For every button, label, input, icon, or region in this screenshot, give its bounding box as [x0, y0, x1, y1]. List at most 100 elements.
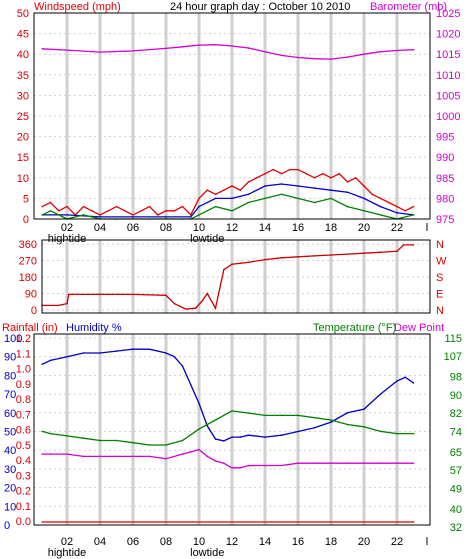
temperature-tick-label: 107	[444, 351, 462, 363]
data-point	[181, 453, 184, 455]
data-point	[264, 172, 266, 175]
data-point	[338, 172, 341, 175]
data-point	[297, 430, 299, 433]
data-point	[379, 50, 382, 53]
data-point	[330, 177, 332, 179]
data-point	[115, 205, 118, 208]
data-point	[330, 197, 332, 200]
temperature-tick-label: 40	[450, 504, 462, 516]
humidity-tick-label: 90	[4, 352, 16, 364]
humidity-tick-label: 20	[4, 483, 16, 495]
series-line-wind-gust	[42, 168, 414, 216]
data-point	[396, 205, 398, 208]
data-point	[49, 453, 52, 455]
data-point	[379, 430, 382, 433]
rainfall-tick-label: 0.5	[16, 440, 31, 452]
data-point	[297, 185, 299, 187]
data-point	[41, 48, 44, 50]
temperature-tick-label: 74	[450, 426, 462, 438]
data-point	[206, 425, 209, 427]
series-line-temperature	[42, 410, 414, 446]
panel-3-series	[41, 348, 415, 523]
data-point	[379, 214, 382, 216]
data-point	[264, 464, 266, 467]
temperature-axis-label: Temperature (°F)	[313, 322, 396, 334]
data-point	[231, 185, 233, 187]
humidity-tick-label: 80	[4, 370, 16, 382]
data-point	[198, 214, 200, 216]
hour-tick-label: 06	[127, 222, 139, 234]
hour-tick-label: 20	[358, 536, 370, 548]
barometer-axis-label: Barometer (mb)	[370, 1, 447, 13]
panel-3-humidity-ticks: 0 10 20 30 40 50 60 70 80 90 100	[4, 333, 22, 532]
data-point	[198, 428, 200, 430]
data-point	[247, 201, 250, 204]
data-point	[99, 293, 101, 296]
rainfall-tick-label: 0.6	[16, 425, 31, 437]
data-point	[66, 355, 68, 358]
rainfall-tick-label: 1.2	[16, 333, 31, 345]
data-point	[280, 434, 283, 437]
data-point	[346, 423, 349, 426]
data-point	[214, 197, 217, 200]
data-point	[148, 455, 151, 458]
data-point	[264, 50, 266, 53]
rainfall-axis-label: Rainfall (in)	[2, 322, 58, 334]
data-point	[99, 214, 101, 216]
data-point	[388, 201, 390, 204]
data-point	[66, 453, 68, 455]
data-point	[206, 189, 209, 191]
data-point	[289, 168, 291, 171]
data-point	[363, 408, 365, 410]
data-point	[313, 177, 316, 179]
hour-tick-label: 16	[292, 222, 304, 234]
data-point	[198, 402, 200, 405]
data-point	[82, 214, 85, 216]
data-point	[190, 214, 192, 216]
data-point	[247, 181, 250, 183]
data-point	[66, 49, 68, 51]
tide-label: hightide	[48, 233, 87, 245]
data-point	[402, 244, 405, 246]
windspeed-tick-label: 35	[17, 70, 29, 82]
data-point	[41, 521, 44, 523]
data-point	[190, 384, 192, 386]
rainfall-tick-label: 0.3	[16, 470, 31, 482]
hour-tick-label: 14	[259, 536, 271, 548]
data-point	[264, 258, 266, 261]
data-point	[148, 348, 151, 351]
data-point	[231, 436, 233, 438]
data-point	[272, 168, 275, 171]
hour-tick-label: 22	[391, 536, 403, 548]
data-point	[247, 464, 250, 467]
data-point	[239, 467, 242, 469]
data-point	[412, 432, 415, 435]
data-point	[214, 460, 217, 462]
data-point	[66, 302, 68, 305]
humidity-tick-label: 70	[4, 389, 16, 401]
data-point	[99, 455, 101, 458]
data-point	[190, 451, 192, 453]
panel-2-frame	[41, 239, 431, 314]
data-point	[412, 462, 415, 465]
data-point	[313, 255, 316, 257]
data-point	[363, 53, 365, 55]
data-point	[132, 348, 134, 351]
tide-label: hightide	[48, 547, 87, 559]
data-point	[280, 54, 283, 57]
data-point	[346, 205, 349, 208]
data-point	[165, 210, 167, 212]
hour-tick-label: 12	[226, 222, 238, 234]
data-point	[99, 51, 101, 53]
rainfall-tick-label: 0.1	[16, 501, 31, 513]
panel-1-series	[41, 43, 415, 220]
data-point	[297, 462, 299, 465]
panel-3-frame	[33, 333, 431, 526]
data-point	[173, 302, 176, 305]
data-point	[297, 56, 299, 59]
humidity-tick-label: 0	[4, 520, 10, 532]
data-point	[223, 189, 225, 191]
data-point	[330, 462, 332, 465]
data-point	[396, 49, 398, 52]
